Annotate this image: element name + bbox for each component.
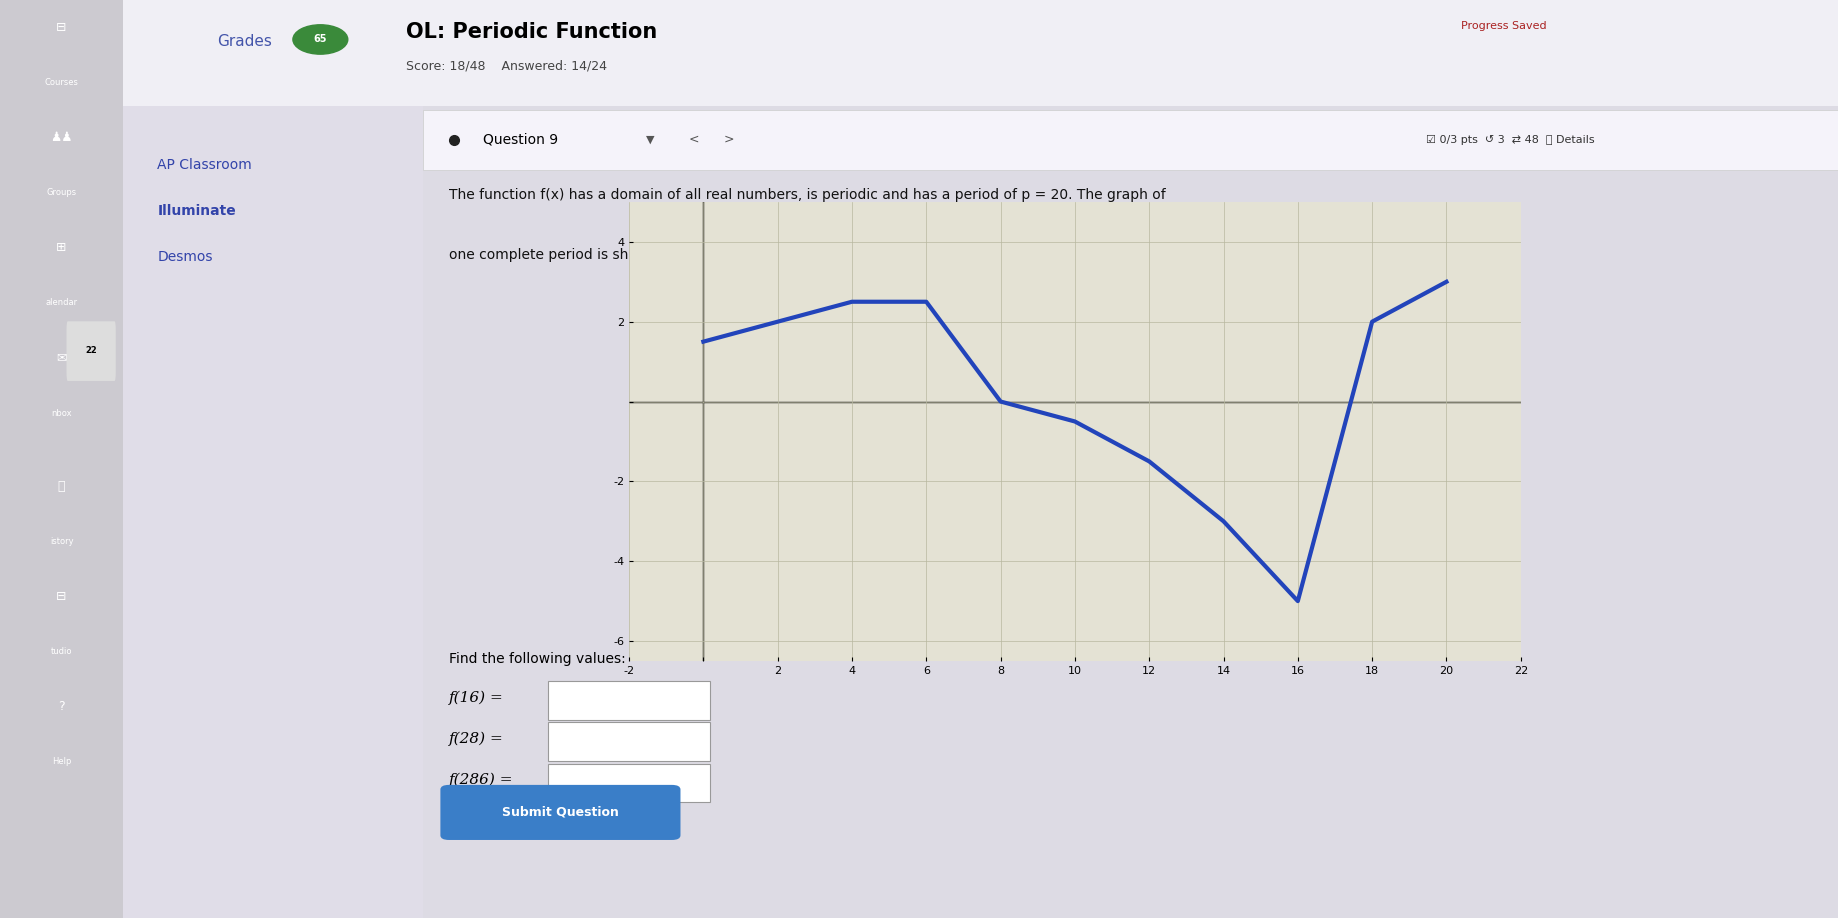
Text: Question 9: Question 9 — [483, 132, 559, 147]
Text: Groups: Groups — [46, 188, 77, 197]
Text: Score: 18/48    Answered: 14/24: Score: 18/48 Answered: 14/24 — [406, 60, 607, 73]
Text: The function f(x) has a domain of all real numbers, is periodic and has a period: The function f(x) has a domain of all re… — [448, 188, 1165, 202]
Text: one complete period is shown below.: one complete period is shown below. — [448, 248, 706, 262]
Bar — [423, 106, 1838, 918]
Text: Desmos: Desmos — [158, 250, 213, 264]
Text: Help: Help — [51, 757, 72, 767]
Text: nbox: nbox — [51, 409, 72, 418]
Text: >: > — [724, 133, 733, 146]
Text: Grades: Grades — [217, 34, 272, 49]
Text: AP Classroom: AP Classroom — [158, 158, 252, 173]
Text: alendar: alendar — [46, 298, 77, 308]
Circle shape — [292, 25, 347, 54]
Text: 22: 22 — [85, 346, 97, 355]
Text: ⊞: ⊞ — [57, 241, 66, 254]
Text: ✉: ✉ — [57, 352, 66, 364]
Text: Courses: Courses — [44, 78, 79, 87]
Bar — [123, 106, 423, 918]
Text: 65: 65 — [314, 35, 327, 44]
Text: Illuminate: Illuminate — [158, 204, 237, 218]
Text: f(286) =: f(286) = — [448, 773, 513, 788]
Text: Progress Saved: Progress Saved — [1461, 21, 1546, 30]
Text: Submit Question: Submit Question — [502, 806, 619, 819]
Text: ⊟: ⊟ — [57, 590, 66, 603]
Text: istory: istory — [50, 537, 74, 546]
Text: ⊟: ⊟ — [57, 21, 66, 34]
Text: f(28) =: f(28) = — [448, 732, 504, 746]
FancyBboxPatch shape — [441, 785, 680, 840]
FancyBboxPatch shape — [548, 722, 709, 761]
Bar — [423, 110, 1838, 170]
Text: ♟♟: ♟♟ — [50, 131, 74, 144]
FancyBboxPatch shape — [548, 764, 709, 802]
FancyBboxPatch shape — [66, 321, 116, 381]
Text: OL: Periodic Function: OL: Periodic Function — [406, 22, 658, 42]
Text: <: < — [689, 133, 700, 146]
FancyBboxPatch shape — [548, 681, 709, 720]
Text: ☑ 0/3 pts  ↺ 3  ⇄ 48  ⓘ Details: ☑ 0/3 pts ↺ 3 ⇄ 48 ⓘ Details — [1426, 135, 1595, 144]
Text: Find the following values:: Find the following values: — [448, 652, 625, 666]
Bar — [123, 0, 1838, 106]
Text: f(16) =: f(16) = — [448, 690, 504, 705]
Text: ?: ? — [59, 700, 64, 713]
Text: tudio: tudio — [51, 647, 72, 656]
Text: ⏱: ⏱ — [57, 480, 66, 493]
Text: ▼: ▼ — [647, 135, 654, 144]
